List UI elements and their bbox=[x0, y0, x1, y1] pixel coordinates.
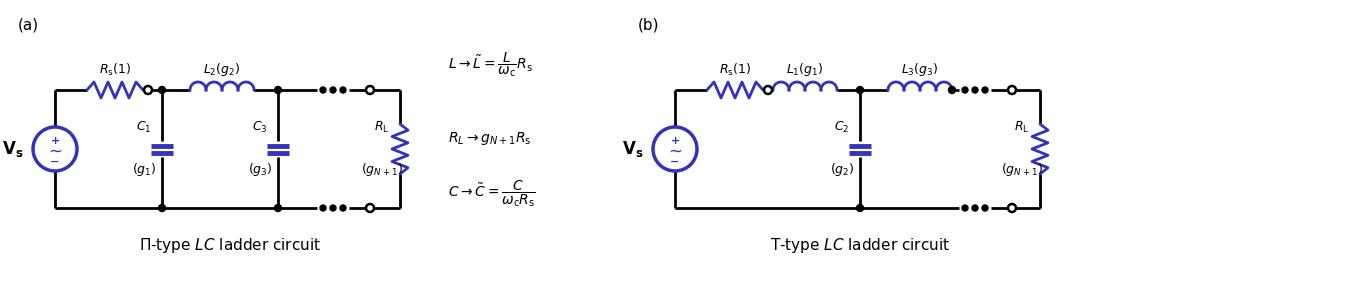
Text: $R_\mathrm{s}(1)$: $R_\mathrm{s}(1)$ bbox=[720, 62, 751, 78]
Circle shape bbox=[158, 87, 166, 94]
Circle shape bbox=[366, 204, 374, 212]
Text: ~: ~ bbox=[49, 143, 62, 161]
Text: $C \rightarrow \tilde{C} = \dfrac{C}{\omega_\mathrm{c} R_\mathrm{s}}$: $C \rightarrow \tilde{C} = \dfrac{C}{\om… bbox=[448, 178, 536, 209]
Circle shape bbox=[1008, 86, 1017, 94]
Text: +: + bbox=[671, 136, 679, 146]
Circle shape bbox=[963, 87, 968, 93]
Circle shape bbox=[320, 205, 325, 211]
Text: −: − bbox=[671, 157, 679, 167]
Text: $(g_{N+1})$: $(g_{N+1})$ bbox=[1002, 161, 1044, 178]
Text: ~: ~ bbox=[668, 143, 682, 161]
Circle shape bbox=[981, 205, 988, 211]
Text: (b): (b) bbox=[639, 18, 660, 33]
Text: $(g_3)$: $(g_3)$ bbox=[248, 161, 273, 178]
Circle shape bbox=[366, 86, 374, 94]
Circle shape bbox=[274, 205, 282, 212]
Text: $R_\mathrm{s}(1)$: $R_\mathrm{s}(1)$ bbox=[99, 62, 131, 78]
Text: $\Pi$-type $\mathit{LC}$ ladder circuit: $\Pi$-type $\mathit{LC}$ ladder circuit bbox=[139, 236, 321, 255]
Circle shape bbox=[764, 86, 772, 94]
Text: $(g_1)$: $(g_1)$ bbox=[132, 161, 157, 178]
Circle shape bbox=[320, 87, 325, 93]
Circle shape bbox=[972, 87, 977, 93]
Text: $L_1(g_1)$: $L_1(g_1)$ bbox=[786, 61, 824, 78]
Text: $(g_2)$: $(g_2)$ bbox=[830, 161, 855, 178]
Text: $L_3(g_3)$: $L_3(g_3)$ bbox=[902, 61, 938, 78]
Circle shape bbox=[340, 87, 346, 93]
Circle shape bbox=[856, 205, 864, 212]
Text: T-type $\mathit{LC}$ ladder circuit: T-type $\mathit{LC}$ ladder circuit bbox=[769, 236, 950, 255]
Text: $R_\mathrm{L}$: $R_\mathrm{L}$ bbox=[374, 120, 390, 135]
Circle shape bbox=[949, 87, 956, 94]
Circle shape bbox=[856, 87, 864, 94]
Text: $\mathbf{V_s}$: $\mathbf{V_s}$ bbox=[1, 139, 23, 159]
Text: $L \rightarrow \tilde{L} = \dfrac{L}{\omega_\mathrm{c}} R_\mathrm{s}$: $L \rightarrow \tilde{L} = \dfrac{L}{\om… bbox=[448, 50, 533, 79]
Circle shape bbox=[963, 205, 968, 211]
Text: $R_\mathrm{L}$: $R_\mathrm{L}$ bbox=[1014, 120, 1030, 135]
Text: −: − bbox=[50, 157, 59, 167]
Circle shape bbox=[158, 205, 166, 212]
Text: $C_3$: $C_3$ bbox=[252, 120, 267, 135]
Circle shape bbox=[981, 87, 988, 93]
Circle shape bbox=[329, 87, 336, 93]
Circle shape bbox=[329, 205, 336, 211]
Text: $C_1$: $C_1$ bbox=[136, 120, 151, 135]
Circle shape bbox=[274, 87, 282, 94]
Circle shape bbox=[972, 205, 977, 211]
Text: $L_2(g_2)$: $L_2(g_2)$ bbox=[204, 61, 240, 78]
Circle shape bbox=[1008, 204, 1017, 212]
Text: $(g_{N+1})$: $(g_{N+1})$ bbox=[360, 161, 402, 178]
Text: $R_L \rightarrow g_{N+1} R_\mathrm{s}$: $R_L \rightarrow g_{N+1} R_\mathrm{s}$ bbox=[448, 130, 532, 147]
Text: $C_2$: $C_2$ bbox=[834, 120, 849, 135]
Text: $\mathbf{V_s}$: $\mathbf{V_s}$ bbox=[621, 139, 643, 159]
Circle shape bbox=[144, 86, 153, 94]
Text: +: + bbox=[50, 136, 59, 146]
Circle shape bbox=[340, 205, 346, 211]
Text: (a): (a) bbox=[18, 18, 39, 33]
